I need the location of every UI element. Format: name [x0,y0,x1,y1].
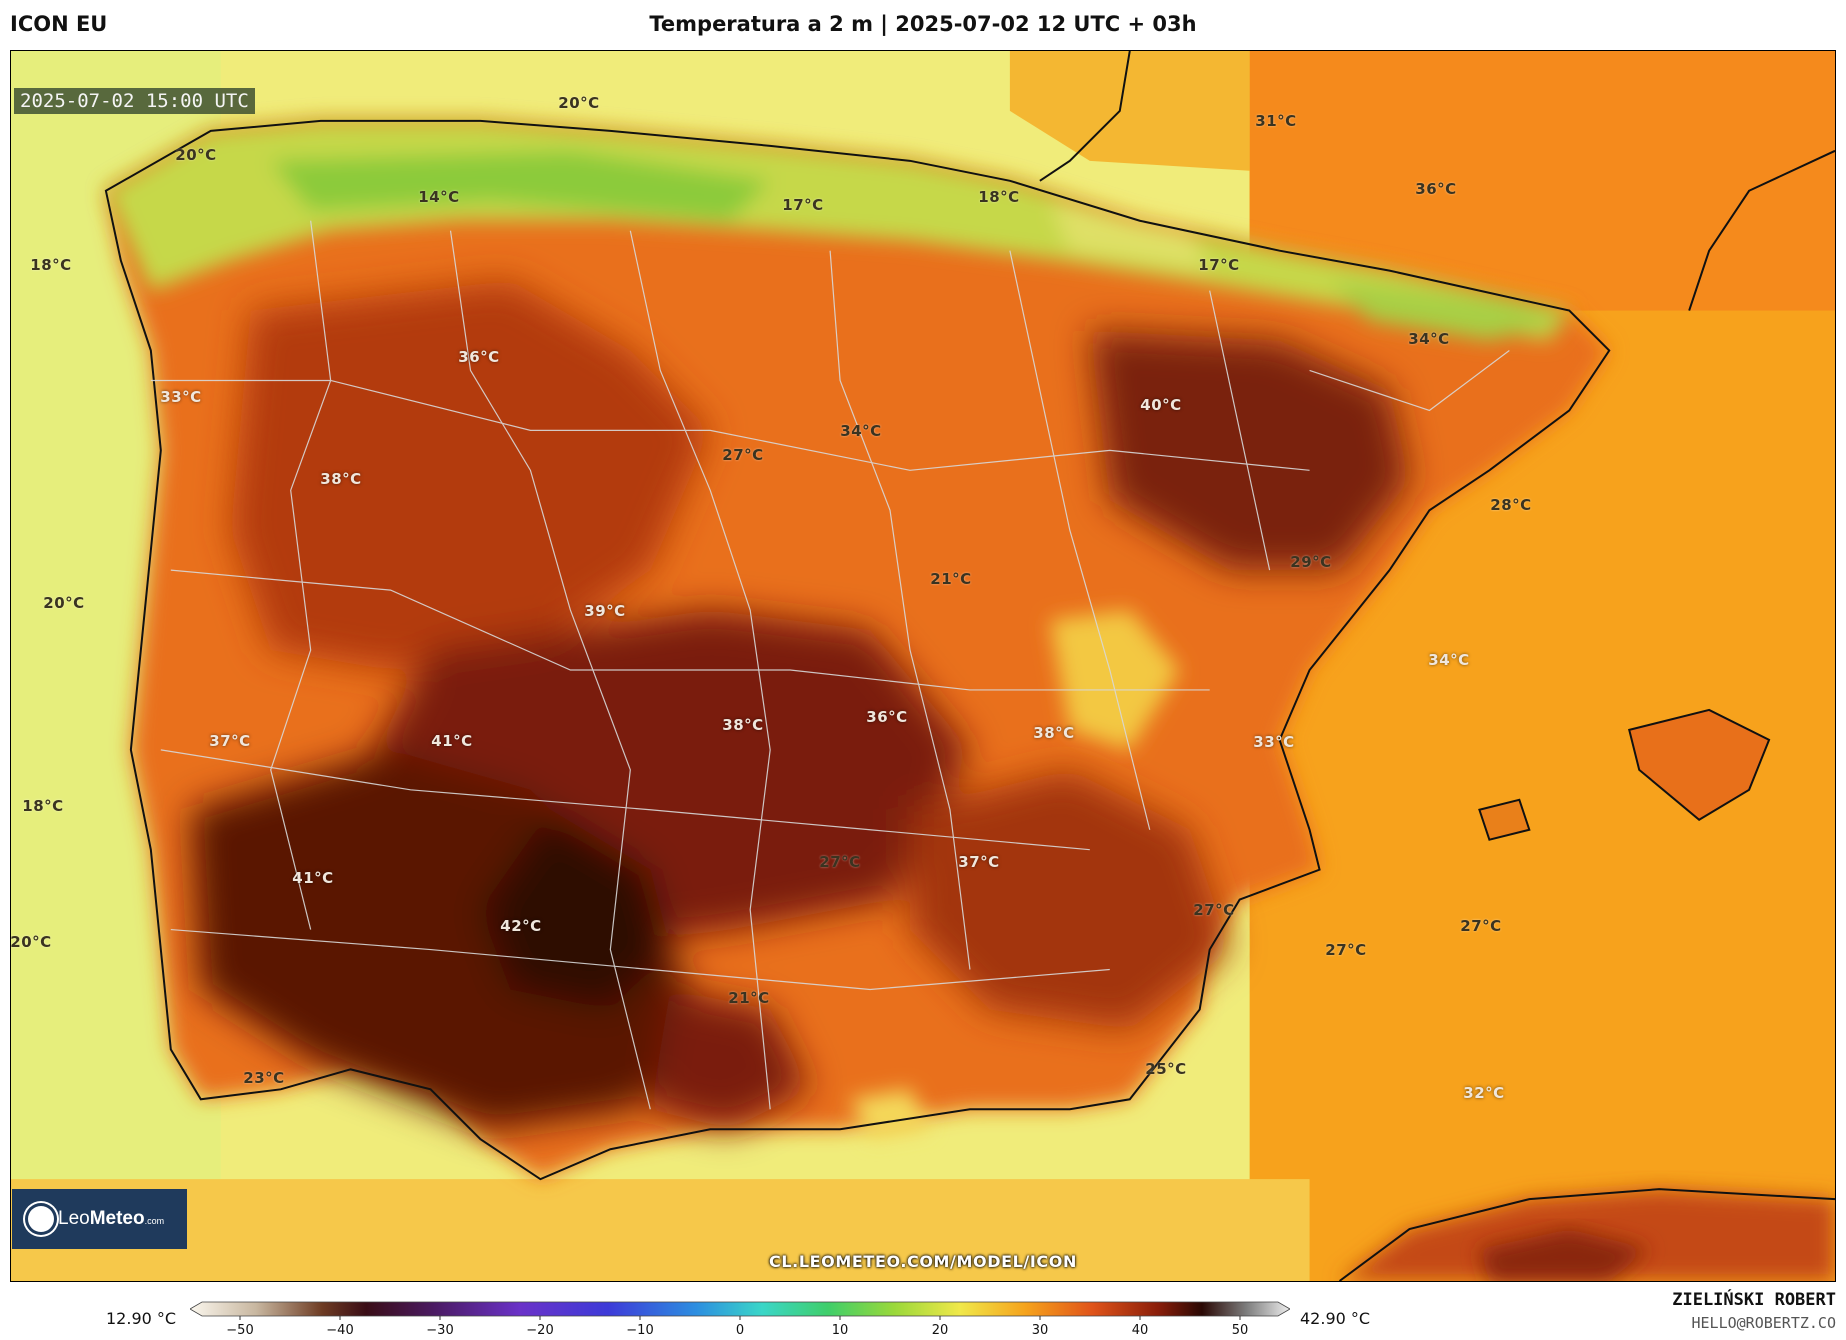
heat-zones [190,280,1410,1130]
colorbar-tick-label: 40 [1132,1323,1149,1338]
temperature-label: 36°C [458,348,500,366]
temperature-label: 17°C [782,196,824,214]
temperature-label: 34°C [1408,330,1450,348]
colorbar-tick-label: 50 [1232,1323,1249,1338]
temperature-label: 28°C [1490,496,1532,514]
colorbar-tick-label: −40 [326,1323,353,1338]
sun-icon [28,1206,54,1232]
temperature-label: 14°C [418,188,460,206]
temperature-label: 40°C [1140,396,1182,414]
temperature-label: 21°C [930,570,972,588]
temperature-label: 37°C [958,853,1000,871]
temperature-label: 23°C [243,1069,285,1087]
temperature-colorbar: −50 −40 −30 −20 −10 0 10 20 30 40 50 [190,1301,1290,1338]
temperature-label: 20°C [43,594,85,612]
colorbar-min-label: 12.90 °C [106,1309,177,1328]
temperature-label: 27°C [1460,917,1502,935]
temperature-label: 20°C [175,146,217,164]
colorbar-tick-label: −30 [426,1323,453,1338]
temperature-label: 20°C [558,94,600,112]
temperature-label: 27°C [1325,941,1367,959]
model-name: ICON EU [10,12,108,36]
temperature-label: 37°C [209,732,251,750]
temperature-label: 17°C [1198,256,1240,274]
temperature-label: 18°C [30,256,72,274]
temperature-label: 33°C [1253,733,1295,751]
temperature-map[interactable]: 2025-07-02 15:00 UTC 20°C 20°C 14°C 17°C 18°… [10,50,1836,1282]
temperature-label: 25°C [1145,1060,1187,1078]
temperature-label: 34°C [1428,651,1470,669]
temperature-label: 36°C [866,708,908,726]
temperature-label: 41°C [292,869,334,887]
colorbar-tick-label: −20 [526,1323,553,1338]
temperature-label: 31°C [1255,112,1297,130]
colorbar-tick-label: −50 [226,1323,253,1338]
temperature-label: 38°C [722,716,764,734]
temperature-label: 33°C [160,388,202,406]
temperature-label: 27°C [1193,901,1235,919]
colorbar-tick-label: 0 [736,1323,744,1338]
temperature-label: 42°C [500,917,542,935]
temperature-label: 39°C [584,602,626,620]
map-canvas [11,51,1835,1281]
temperature-label: 27°C [819,853,861,871]
temperature-label: 27°C [722,446,764,464]
coastline [104,119,1611,1181]
colorbar-tick-label: −10 [626,1323,653,1338]
temperature-label: 18°C [978,188,1020,206]
temperature-label: 38°C [1033,724,1075,742]
temperature-label: 34°C [840,422,882,440]
temperature-label: 29°C [1290,553,1332,571]
colorbar-tick-label: 20 [932,1323,949,1338]
temperature-label: 21°C [728,989,770,1007]
temperature-label: 32°C [1463,1084,1505,1102]
temperature-label: 18°C [22,797,64,815]
temperature-label: 36°C [1415,180,1457,198]
temperature-label: 41°C [431,732,473,750]
map-title: Temperatura a 2 m | 2025-07-02 12 UTC + … [649,12,1197,36]
leometeo-logo[interactable]: LeoMeteo.com [12,1189,187,1249]
colorbar-max-label: 42.90 °C [1300,1309,1371,1328]
colorbar-tick-label: 30 [1032,1323,1049,1338]
temperature-label: 38°C [320,470,362,488]
cool-north-band [105,120,1570,1140]
province-borders [150,220,1510,1110]
author-email[interactable]: HELLO@ROBERTZ.CO [1691,1314,1837,1332]
author-name: ZIELIŃSKI ROBERT [1672,1290,1836,1310]
logo-wordmark: LeoMeteo.com [58,1208,165,1229]
colorbar-tick-label: 10 [832,1323,849,1338]
ibiza-island [1479,799,1530,840]
temperature-label: 20°C [10,933,52,951]
mallorca-island [1629,709,1770,820]
source-url[interactable]: CL.LEOMETEO.COM/MODEL/ICON [769,1252,1077,1271]
valid-time-badge: 2025-07-02 15:00 UTC [14,88,255,114]
